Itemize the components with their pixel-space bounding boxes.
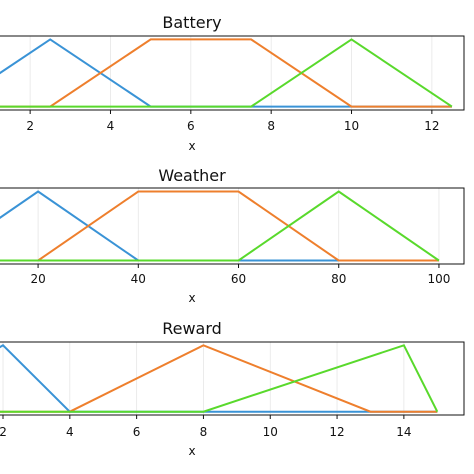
series-line-blue [0,190,439,262]
plot-frame [0,187,465,265]
x-tick-label: 2 [0,425,7,439]
x-tick-label: 4 [66,425,74,439]
x-tick-label: 10 [263,425,278,439]
x-tick-label: 8 [267,119,275,133]
x-tick-label: 2 [26,119,34,133]
chart-panel-reward: 2 4 6 8 10 12 14 Reward x [0,319,465,458]
plot-frame [0,35,465,111]
series-line-blue [0,38,452,108]
x-axis-label: x [188,291,195,305]
x-tick-label: 14 [396,425,411,439]
chart-panel-weather: 20 40 60 80 100 Weather x [0,166,465,305]
series-line-green [0,344,439,413]
x-tick-label: 12 [329,425,344,439]
x-tick-label: 10 [344,119,359,133]
series-line-orange [0,38,452,108]
chart-title: Reward [162,319,222,338]
x-tick-label: 12 [424,119,439,133]
series-line-blue [0,344,438,413]
x-tick-label: 80 [331,272,346,286]
series-line-green [0,38,453,108]
chart-panel-battery: 2 4 6 8 10 12 Battery x [0,13,465,153]
x-tick-label: 40 [131,272,146,286]
x-tick-label: 8 [200,425,208,439]
series-line-orange [0,190,439,262]
x-tick-label: 4 [107,119,115,133]
x-tick-label: 6 [133,425,141,439]
chart-title: Weather [158,166,226,185]
plot-frame [0,341,465,416]
x-axis-label: x [188,139,195,153]
x-axis-label: x [188,444,195,458]
x-tick-label: 20 [30,272,45,286]
chart-title: Battery [162,13,221,32]
x-tick-label: 6 [187,119,195,133]
series-line-green [0,190,440,262]
x-tick-label: 60 [231,272,246,286]
x-tick-label: 100 [427,272,450,286]
